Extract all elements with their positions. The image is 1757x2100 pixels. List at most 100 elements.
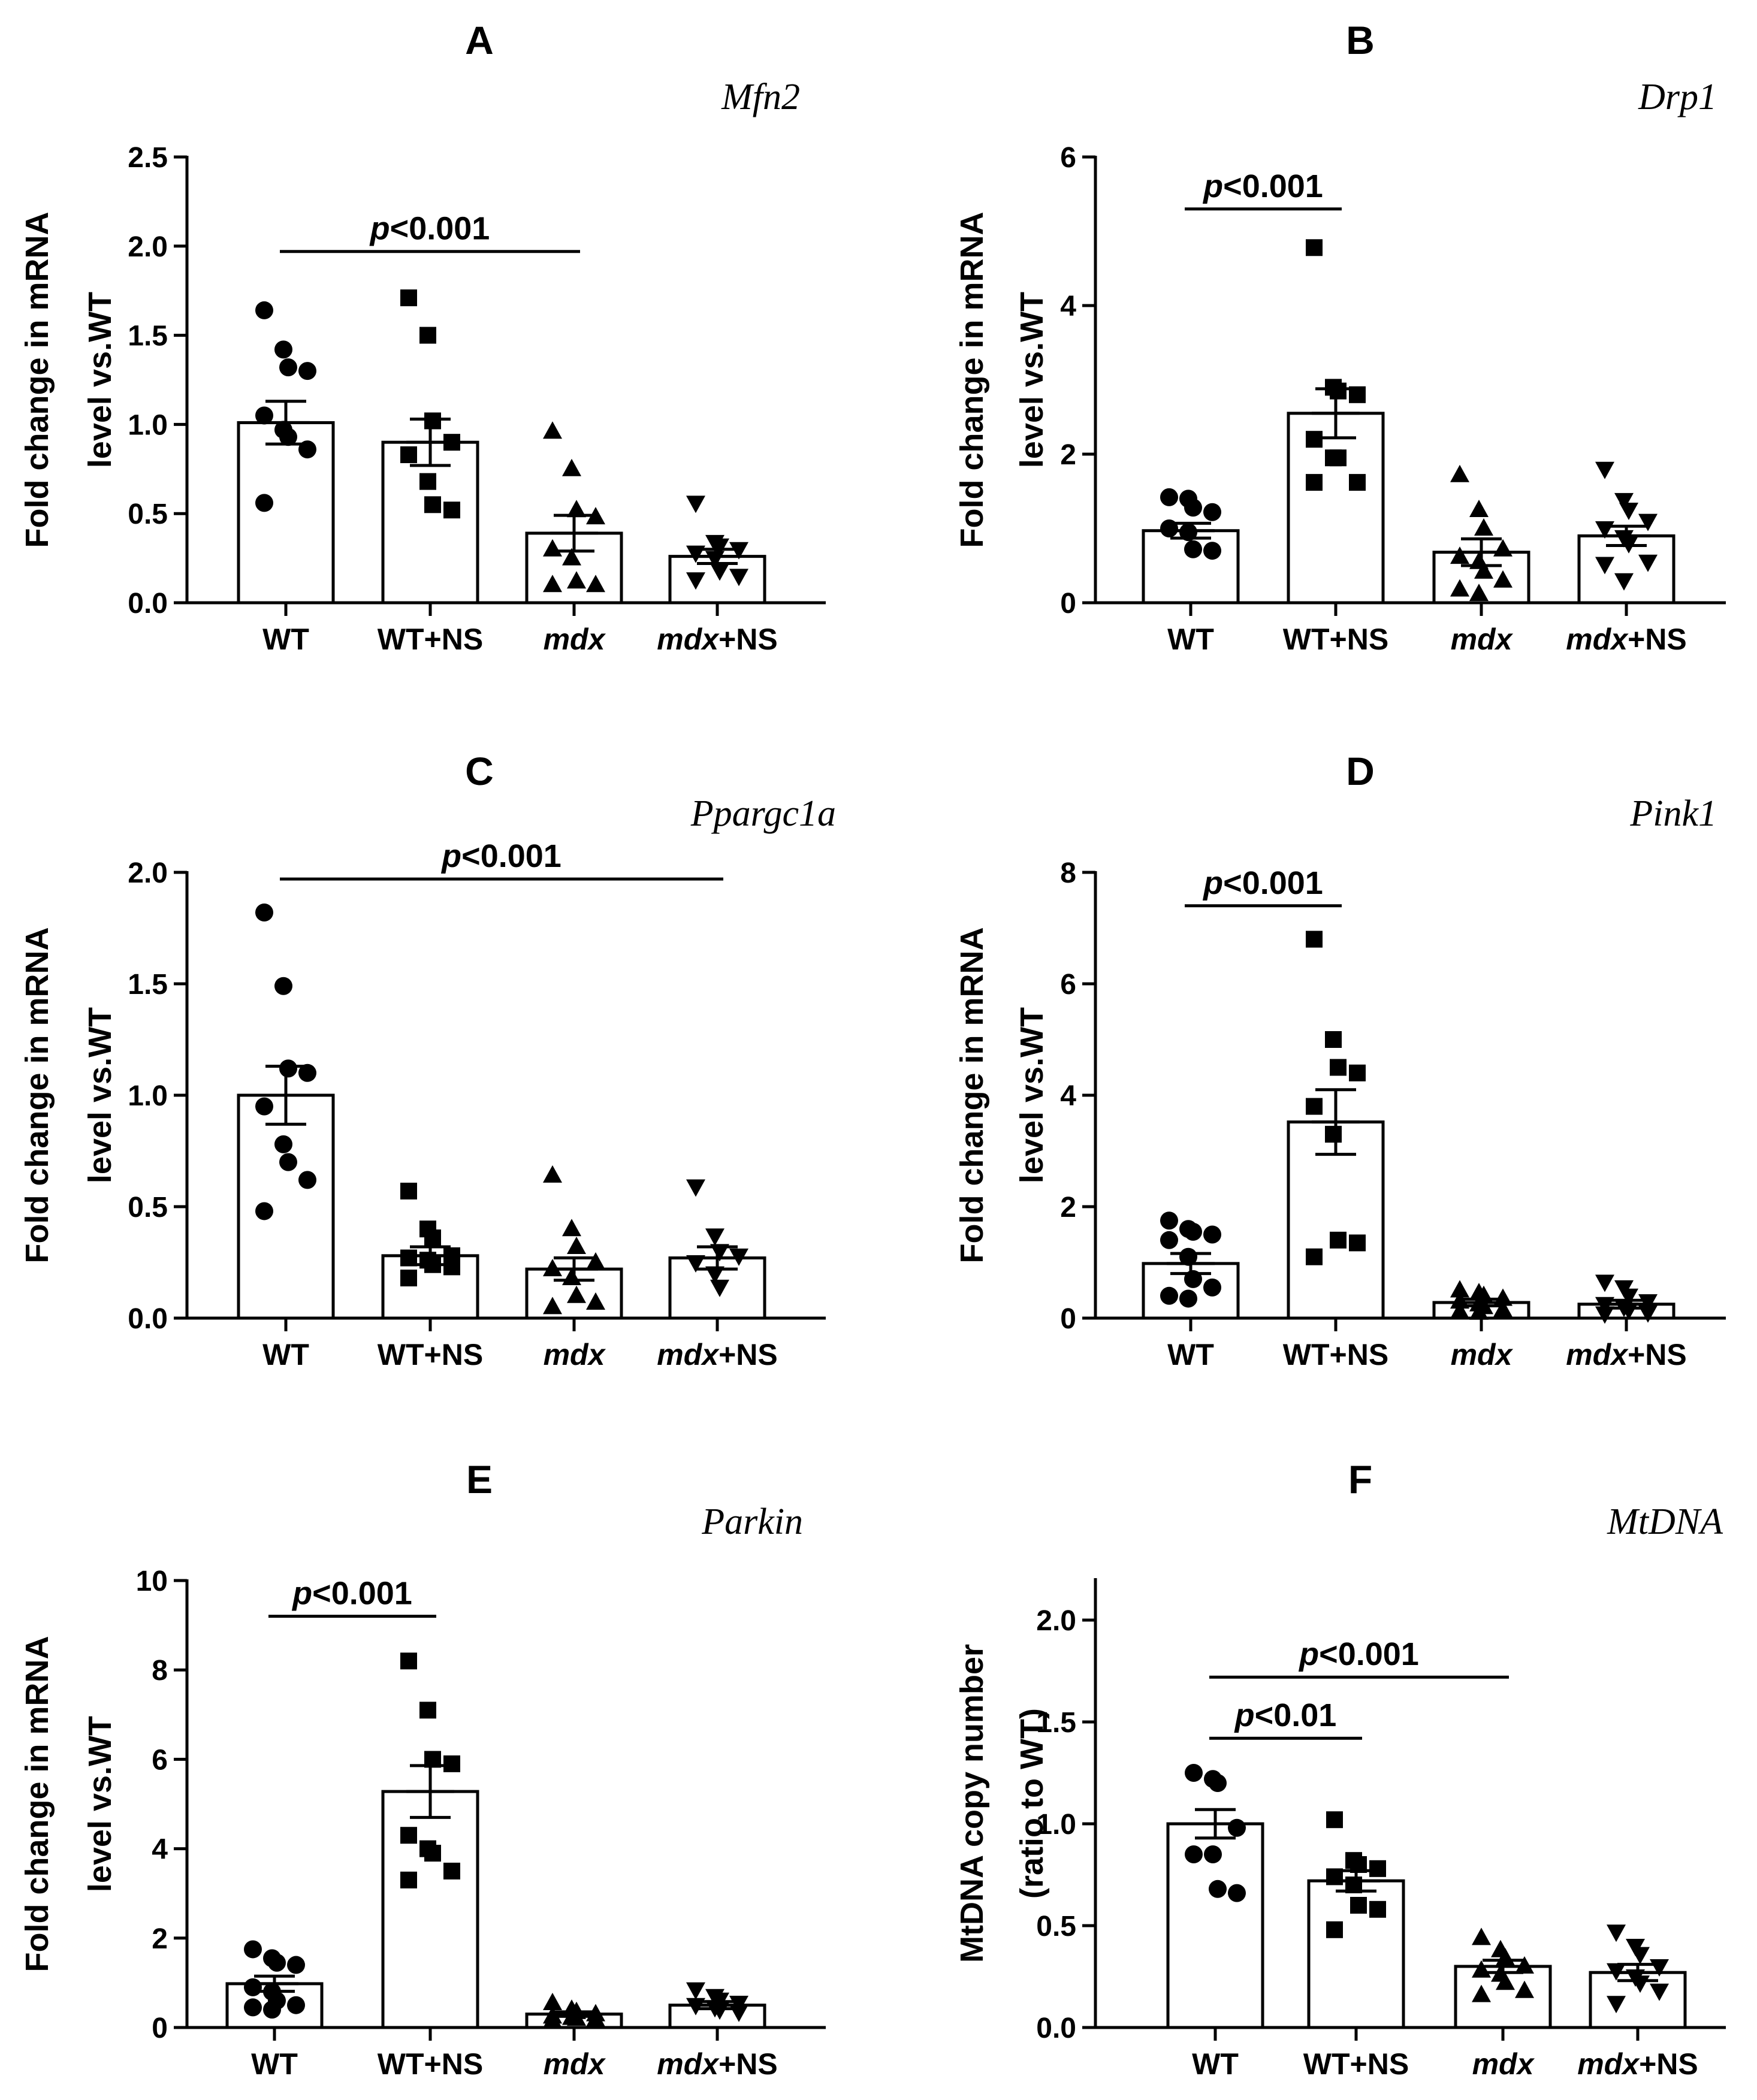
- data-point: [543, 421, 562, 439]
- data-point: [1515, 1980, 1534, 1998]
- y-tick-label: 0: [1060, 1303, 1076, 1335]
- y-axis-label-line2: level vs.WT: [1014, 292, 1050, 468]
- x-tick-label-italic: mdx: [544, 1338, 606, 1371]
- panel-label: C: [465, 749, 494, 793]
- data-point: [255, 1097, 273, 1116]
- data-point: [710, 2002, 729, 2020]
- data-point: [1614, 492, 1634, 510]
- x-tick-label: mdx+NS: [657, 2047, 777, 2081]
- bar: [1287, 412, 1385, 605]
- x-tick-label: WT: [1167, 623, 1214, 656]
- x-tick-label-text: WT: [1167, 623, 1214, 656]
- y-tick-label: 0: [1060, 588, 1076, 620]
- data-point: [1326, 1811, 1343, 1829]
- y-tick-label: 0.0: [1036, 2013, 1076, 2044]
- x-tick-label-text: +NS: [719, 623, 778, 656]
- chart-title: Ppargc1a: [690, 793, 836, 834]
- x-tick-label: mdx+NS: [1566, 623, 1686, 656]
- data-point: [1493, 570, 1513, 588]
- data-point: [686, 1179, 705, 1197]
- significance-label: p<0.001: [1202, 168, 1323, 204]
- y-tick-label: 6: [1060, 969, 1076, 1001]
- y-axis-label-line1: MtDNA copy number: [954, 1644, 990, 1963]
- data-point: [274, 340, 292, 359]
- x-tick-label: WT: [1167, 1338, 1214, 1371]
- data-point: [1306, 239, 1323, 256]
- data-point: [1325, 1126, 1342, 1143]
- panel-c: C Ppargc1a Fold change in mRNA level vs.WT 0…: [19, 749, 836, 1371]
- data-point: [255, 494, 273, 512]
- chart-title: Pink1: [1629, 793, 1717, 834]
- data-point: [686, 1982, 705, 2000]
- data-point: [543, 575, 562, 593]
- y-tick-label: 4: [1060, 291, 1076, 322]
- x-tick-label-italic: mdx: [1577, 2047, 1640, 2081]
- y-tick-label: 2.5: [128, 142, 168, 174]
- y-tick-label: 6: [152, 1744, 168, 1776]
- x-tick-label-italic: mdx: [657, 623, 720, 656]
- x-tick-label: WT+NS: [1283, 623, 1388, 656]
- panel-label: D: [1346, 749, 1375, 793]
- data-point: [279, 358, 297, 377]
- data-point: [586, 507, 605, 525]
- data-point: [279, 1153, 297, 1171]
- data-point: [400, 1827, 417, 1844]
- y-tick-label: 6: [1060, 142, 1076, 174]
- y-tick-label: 8: [152, 1655, 168, 1687]
- y-tick-label: 0.5: [1036, 1911, 1076, 1942]
- x-tick-label: mdx+NS: [657, 623, 777, 656]
- y-axis-label-line2: level vs.WT: [82, 1007, 118, 1183]
- data-point: [1472, 1984, 1491, 2002]
- x-tick-label-text: +NS: [719, 1338, 778, 1371]
- bar: [237, 1093, 335, 1320]
- data-point: [1472, 1927, 1491, 1945]
- bar: [381, 440, 479, 605]
- y-tick-label: 1.5: [128, 969, 168, 1001]
- data-point: [710, 563, 729, 581]
- data-point: [543, 1992, 562, 2010]
- significance-value: <0.001: [312, 1576, 412, 1612]
- data-point: [1469, 500, 1489, 517]
- x-tick-label-italic: mdx: [1566, 1338, 1629, 1371]
- data-point: [443, 1755, 460, 1772]
- data-point: [298, 362, 316, 380]
- significance-label: p<0.001: [1202, 865, 1323, 901]
- data-point: [1179, 1289, 1197, 1308]
- data-point: [443, 1258, 460, 1276]
- chart-title: MtDNA: [1607, 1501, 1723, 1542]
- data-point: [244, 1940, 262, 1959]
- y-axis-label-line2: (ratio to WT): [1014, 1708, 1050, 1899]
- data-point: [1614, 573, 1634, 591]
- x-tick-label: mdx+NS: [1577, 2047, 1698, 2081]
- y-tick-label: 2.0: [128, 857, 168, 889]
- chart-title: Drp1: [1638, 77, 1717, 117]
- data-point: [1204, 1845, 1222, 1863]
- panel-f: F MtDNA MtDNA copy number (ratio to WT) 0.0 0…: [954, 1457, 1726, 2081]
- x-tick-label-text: WT+NS: [378, 623, 483, 656]
- data-point: [274, 1135, 292, 1153]
- x-tick-label: mdx: [544, 2047, 606, 2081]
- data-point: [1330, 1231, 1347, 1249]
- data-point: [1185, 1764, 1203, 1782]
- data-point: [255, 903, 273, 921]
- x-tick-label-text: WT: [251, 2047, 298, 2081]
- x-tick-label: WT: [262, 1338, 309, 1371]
- significance-label: p<0.001: [1298, 1636, 1419, 1672]
- data-point: [1493, 539, 1513, 557]
- data-point: [1209, 1880, 1227, 1898]
- x-tick-label: WT+NS: [378, 1338, 483, 1371]
- significance-value: <0.001: [1223, 168, 1323, 204]
- significance-value: <0.001: [461, 838, 561, 874]
- data-point: [1469, 1302, 1489, 1320]
- data-point: [1184, 498, 1202, 517]
- significance-p: p: [1202, 865, 1223, 901]
- significance-value: <0.001: [390, 211, 490, 247]
- y-axis-label-line1: Fold change in mRNA: [954, 927, 990, 1263]
- x-tick-label: mdx: [544, 1338, 606, 1371]
- data-point: [586, 1252, 605, 1270]
- x-tick-label-text: WT+NS: [1303, 2047, 1409, 2081]
- x-tick-label: mdx+NS: [1566, 1338, 1686, 1371]
- data-point: [586, 2009, 605, 2027]
- y-tick-label: 0.5: [128, 498, 168, 530]
